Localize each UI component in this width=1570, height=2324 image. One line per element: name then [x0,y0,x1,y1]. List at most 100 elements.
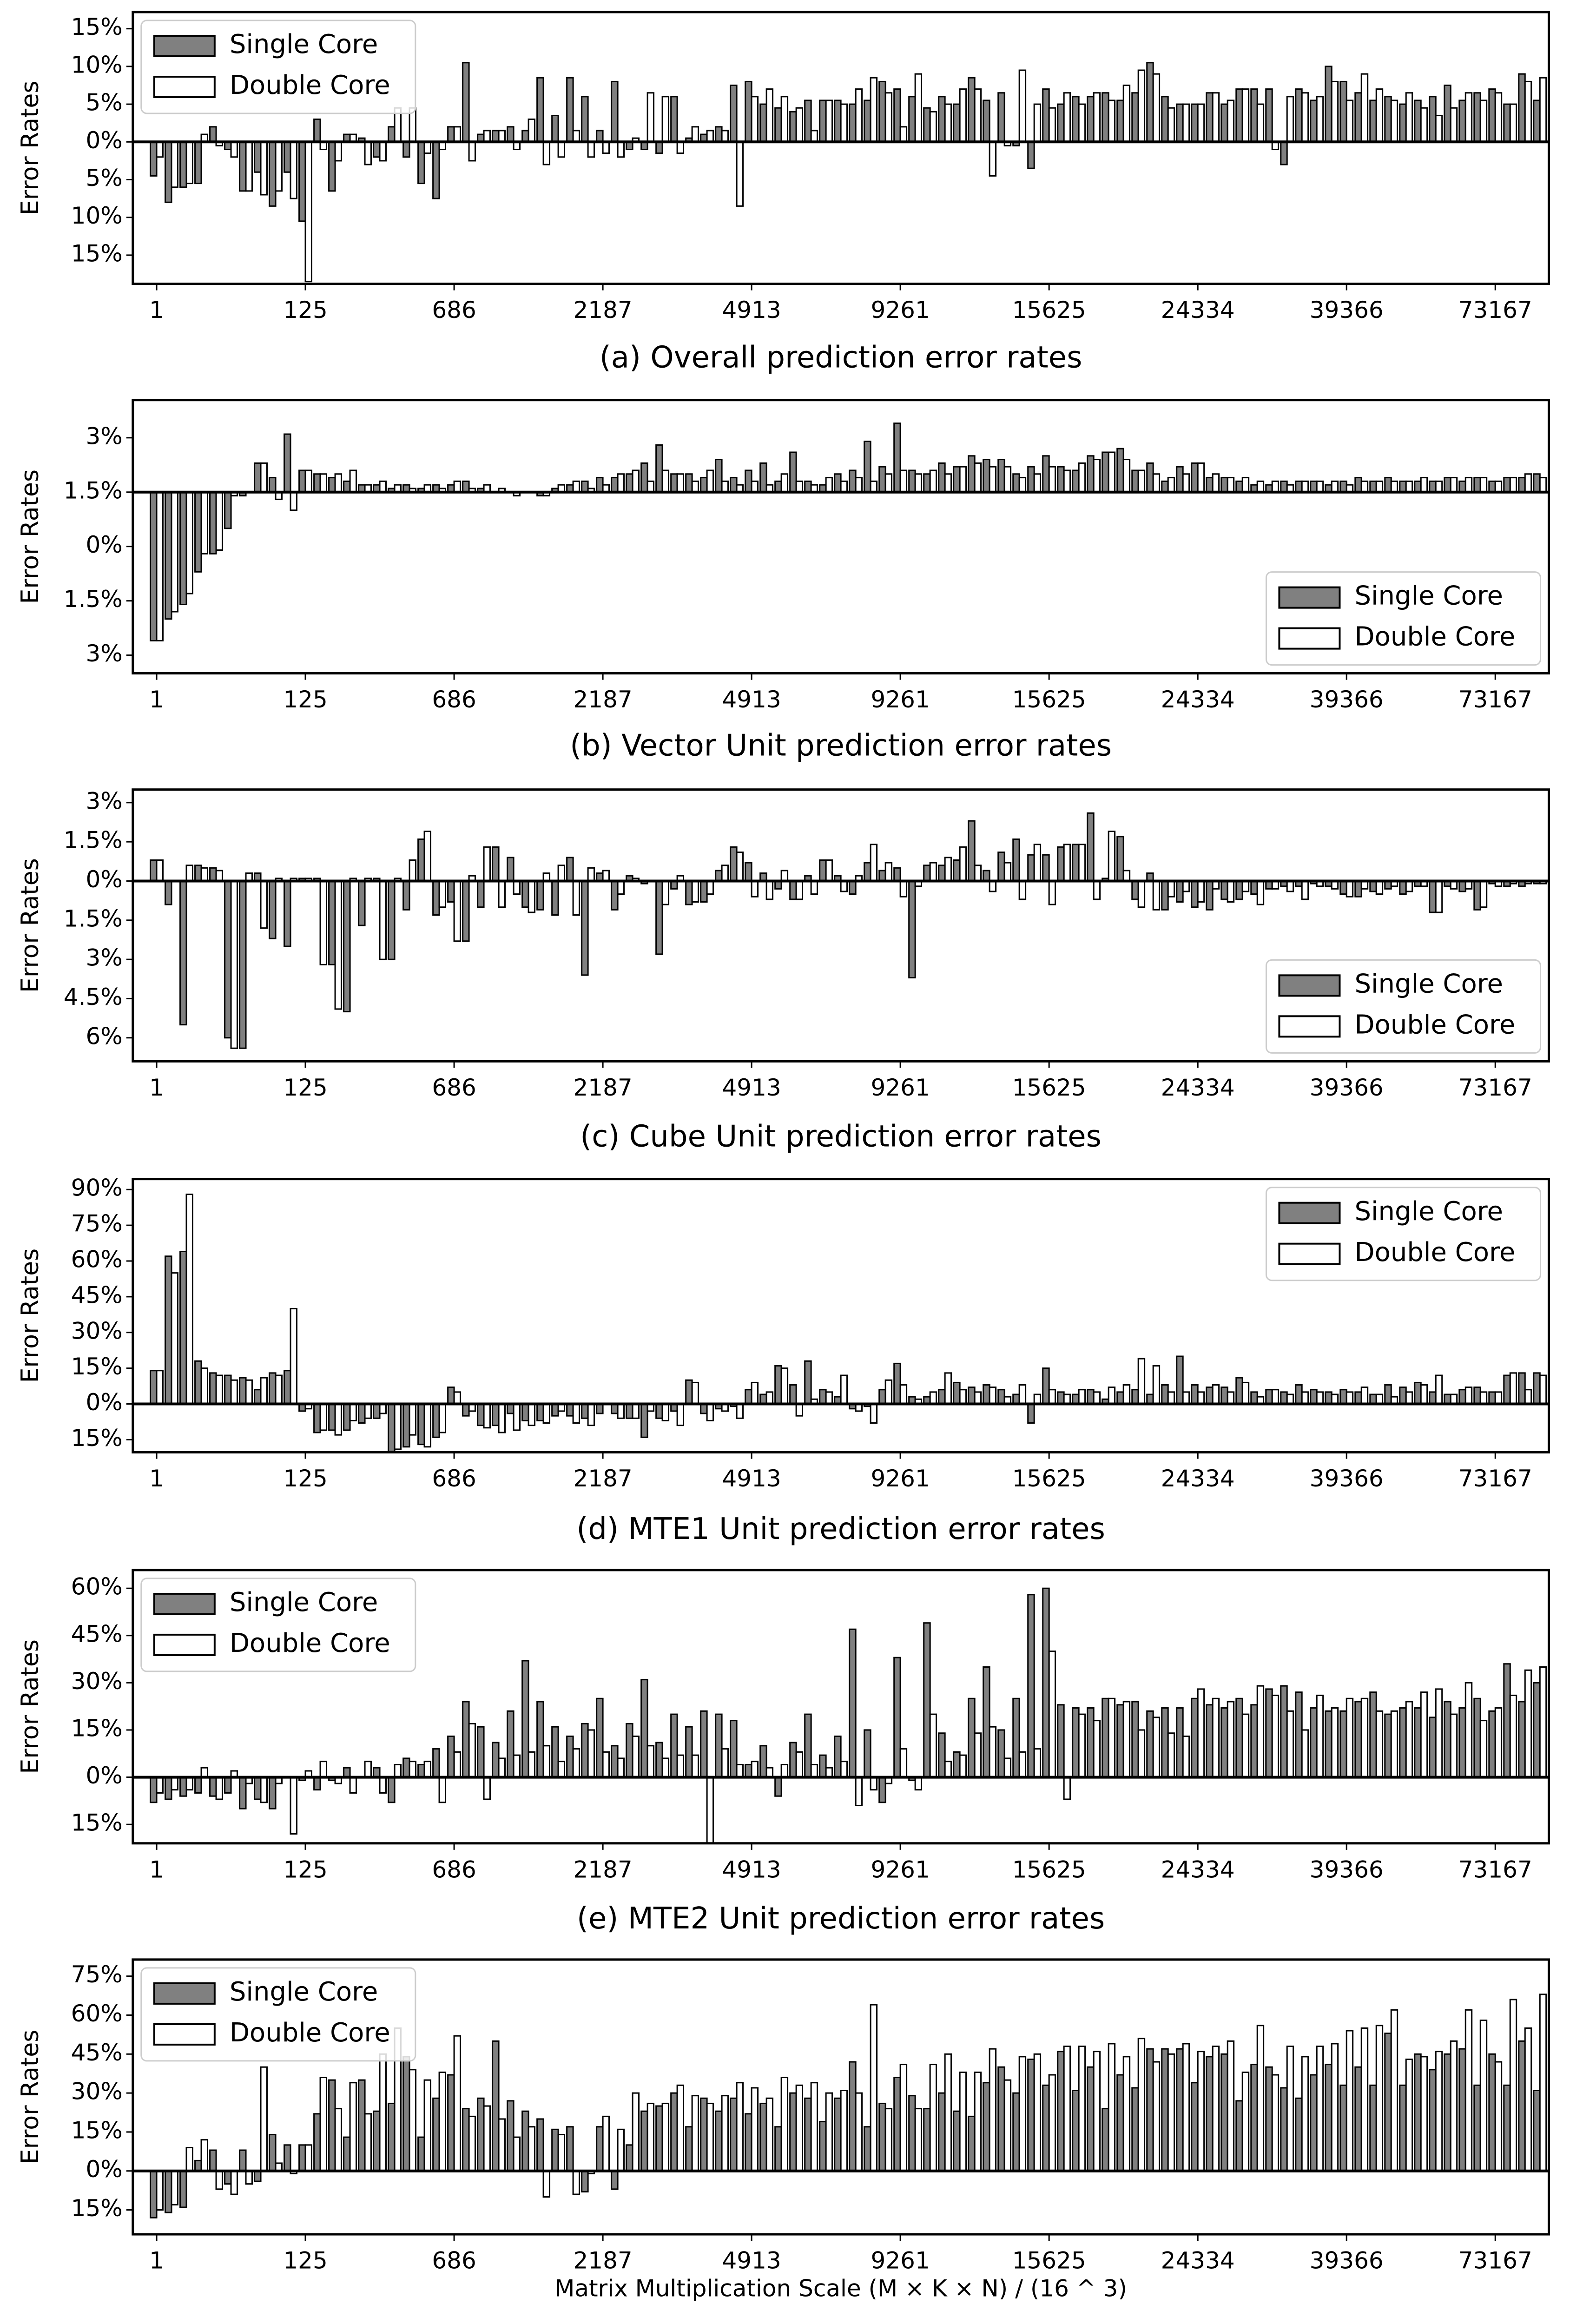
bar [269,477,277,493]
bar [1108,1386,1116,1405]
bar [313,119,321,143]
bar [1072,2090,1080,2172]
bar [700,880,708,903]
bar [1093,1391,1101,1405]
bar [780,870,789,882]
bar [156,141,164,158]
bar [224,1374,232,1405]
bar [1331,480,1339,493]
bar [423,1403,432,1448]
bar [840,880,848,892]
bar [989,1726,997,1778]
bar [1122,870,1131,882]
bar [1346,880,1354,898]
bar [700,1710,708,1778]
x-tick-label: 73167 [1458,297,1532,324]
bar [1390,2009,1398,2172]
bar [1003,466,1012,493]
bar [1250,880,1258,895]
bar [179,1776,187,1797]
bar [661,1757,670,1778]
bar [1458,1707,1466,1778]
bar [165,1776,172,1800]
bar [1316,1391,1324,1405]
bar [953,859,961,882]
bar [1122,459,1131,493]
bar [864,2126,871,2172]
bar [1033,103,1042,143]
bar [795,2084,804,2172]
x-tick-label: 686 [432,1856,476,1883]
bar [1414,1381,1422,1405]
bar [1235,2100,1243,2172]
bar [1435,1688,1443,1778]
bar [402,141,410,158]
bar [358,1403,366,1424]
bar [1131,92,1139,143]
plot-frame [132,1178,1550,1454]
bar [1063,1776,1071,1800]
bar [319,880,327,965]
bar [200,2139,208,2172]
bar [1072,844,1080,882]
bar [200,867,208,882]
bar [774,1776,782,1797]
bar [432,141,440,199]
legend-label: Double Core [1354,1010,1515,1040]
bar [721,2095,729,2172]
bar [165,141,172,203]
bar [1212,473,1220,493]
bar [528,1403,536,1426]
bar [1435,880,1443,913]
bar [780,2077,789,2172]
x-tick-label: 4913 [722,1465,781,1492]
bar [343,880,351,1013]
x-tick-label: 9261 [871,2247,930,2274]
bar [974,462,982,493]
bar [1102,451,1109,493]
x-tick-label: 686 [432,1074,476,1101]
bar [819,99,827,143]
bar [721,480,729,493]
bar [1533,1682,1541,1778]
y-tick-label: 15% [71,240,123,267]
bar [462,62,470,143]
bar [1295,88,1303,143]
bar [1354,2066,1362,2172]
bar [825,1391,833,1405]
bar [1310,1707,1318,1778]
bar [715,2110,723,2172]
bar [239,141,247,192]
bar [358,2079,366,2172]
bar [611,80,619,143]
bar [819,1389,827,1405]
bar [165,2170,172,2213]
bar [1384,1713,1392,1778]
bar [670,473,678,493]
bar [156,1370,164,1405]
legend-swatch [1278,586,1341,609]
bar [507,1403,515,1414]
bar [1295,1691,1303,1778]
bar [313,1403,321,1433]
bar [1176,1707,1184,1778]
bar [542,1745,551,1778]
bar [626,1723,633,1778]
bar [1102,92,1109,143]
bar [706,130,714,143]
bar [884,2108,893,2172]
bar [1271,1389,1280,1405]
bar [215,1374,223,1405]
bar [923,1622,931,1778]
bar [477,880,485,908]
bar [1137,880,1146,908]
bar [908,880,916,978]
legend-label: Double Core [230,2018,390,2048]
bar [691,1754,699,1778]
bar [944,857,952,882]
bar [938,865,946,882]
bar [388,2102,396,2172]
x-tick-label: 15625 [1012,1074,1086,1101]
bar [1539,1994,1547,2172]
bar [269,141,277,207]
